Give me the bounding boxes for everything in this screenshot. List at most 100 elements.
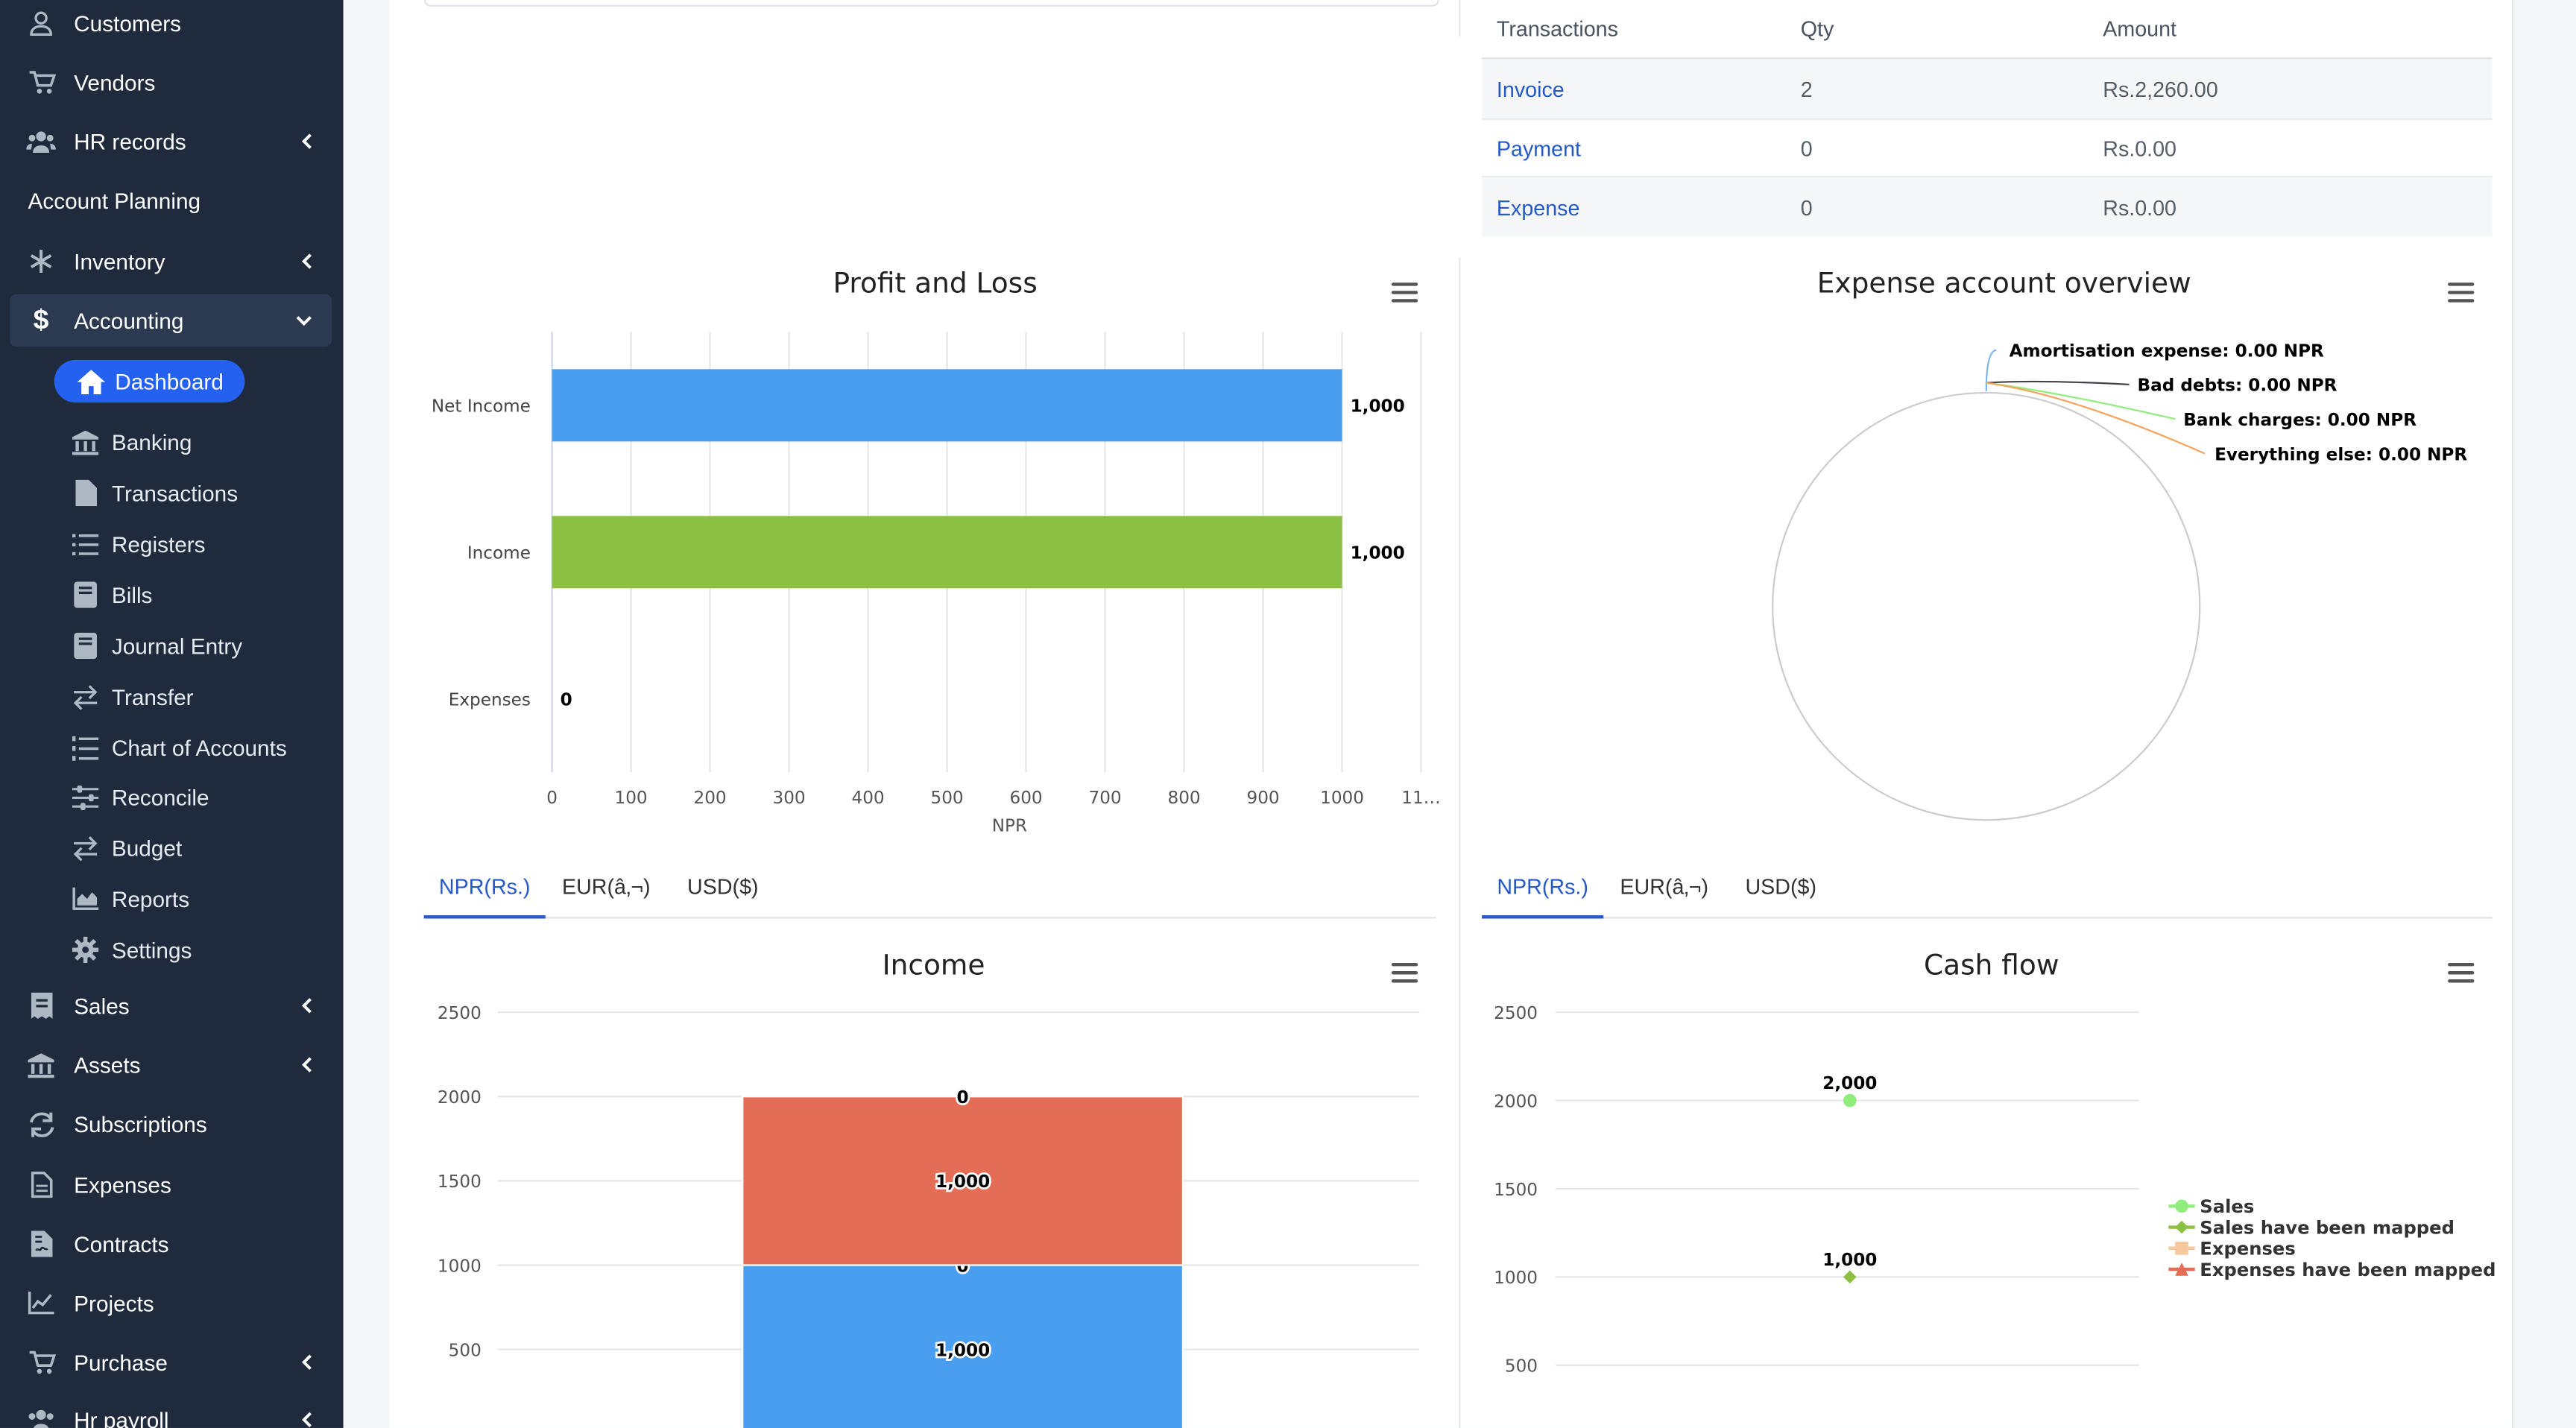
nav-account-planning[interactable]: Account Planning (0, 173, 344, 229)
amount-cell: Rs.0.00 (2103, 135, 2177, 160)
pie-connector (1985, 349, 1997, 391)
tab-npr[interactable]: NPR(Rs.) (1482, 858, 1604, 919)
profit-loss-chart: 0 100 200 300 400 500 600 700 800 900 1000 11… NPR Ne… (432, 332, 1441, 836)
table-header: Transactions Qty Amount (1482, 0, 2493, 60)
chart-menu-icon[interactable] (1391, 282, 1418, 303)
nav-label: Account Planning (28, 188, 201, 213)
sub-dashboard[interactable]: Dashboard (54, 359, 245, 403)
content-gutter (343, 0, 390, 1428)
y-tick-label: 2500 (438, 1004, 482, 1023)
y-tick-label: 1500 (438, 1172, 482, 1192)
sub-label: Transactions (111, 480, 239, 505)
nav-inventory[interactable]: Inventory (0, 233, 344, 289)
chart-menu-icon[interactable] (1391, 963, 1418, 983)
tab-npr[interactable]: NPR(Rs.) (423, 858, 546, 919)
user-icon (26, 8, 56, 38)
chart-menu-icon[interactable] (2448, 963, 2475, 983)
nav-label: Assets (74, 1052, 141, 1078)
nav-label: Sales (74, 993, 130, 1018)
invoice-link[interactable]: Invoice (1496, 76, 1565, 101)
chart-menu-icon[interactable] (2448, 282, 2475, 303)
y-category-label: Income (467, 544, 531, 563)
sub-label: Dashboard (115, 368, 224, 394)
nav-label: Purchase (74, 1350, 168, 1375)
list-ol-icon (72, 735, 99, 761)
sub-transactions[interactable]: Transactions (72, 472, 238, 514)
nav-hr-records[interactable]: HR records (0, 113, 344, 169)
x-tick-label: 11… (1401, 789, 1441, 808)
nav-subscriptions[interactable]: Subscriptions (0, 1096, 344, 1152)
x-axis-label: NPR (992, 817, 1027, 836)
x-tick-label: 900 (1246, 789, 1279, 808)
nav-vendors[interactable]: Vendors (0, 54, 344, 110)
nav-label: Hr payroll (74, 1407, 169, 1428)
sub-banking[interactable]: Banking (72, 420, 192, 463)
sub-bills[interactable]: Bills (72, 573, 152, 616)
area-chart-icon (72, 885, 99, 912)
exchange-icon (72, 683, 98, 710)
sub-chart-of-accounts[interactable]: Chart of Accounts (72, 727, 287, 769)
nav-sales[interactable]: Sales (0, 978, 344, 1034)
y-tick-label: 2500 (1494, 1004, 1538, 1023)
tab-eur[interactable]: EUR(â‚¬) (1620, 873, 1709, 900)
currency-tabs-left: NPR(Rs.) EUR(â‚¬) USD($) (423, 858, 1436, 919)
users-icon (26, 127, 56, 157)
y-tick-label: 2000 (438, 1088, 482, 1108)
nav-label: HR records (74, 129, 186, 154)
x-tick-label: 400 (851, 789, 884, 808)
dollar-icon: $ (33, 303, 49, 335)
sub-registers[interactable]: Registers (72, 522, 206, 565)
x-tick-label: 500 (930, 789, 963, 808)
y-tick-label: 1000 (438, 1257, 482, 1276)
amount-cell: Rs.2,260.00 (2103, 76, 2218, 101)
data-label: 1,000 (1351, 544, 1405, 563)
nav-contracts[interactable]: Contracts (0, 1216, 344, 1272)
sub-label: Registers (111, 531, 206, 557)
y-tick-label: 1500 (1494, 1181, 1538, 1200)
column-divider (1459, 258, 1461, 1428)
currency-tabs-right: NPR(Rs.) EUR(â‚¬) USD($) (1482, 858, 2493, 919)
tab-usd[interactable]: USD($) (687, 873, 759, 900)
tab-usd[interactable]: USD($) (1745, 873, 1817, 900)
x-tick-label: 1000 (1320, 789, 1364, 808)
nav-customers[interactable]: Customers (0, 0, 344, 51)
chevron-left-icon (301, 253, 312, 269)
sub-transfer[interactable]: Transfer (72, 675, 194, 718)
nav-purchase[interactable]: Purchase (0, 1334, 344, 1390)
sub-journal-entry[interactable]: Journal Entry (72, 625, 242, 667)
sub-label: Budget (111, 835, 183, 861)
sub-settings[interactable]: Settings (72, 929, 192, 971)
chevron-down-icon (296, 316, 312, 326)
nav-label: Subscriptions (74, 1111, 207, 1137)
book-icon (72, 632, 98, 660)
nav-projects[interactable]: Projects (0, 1275, 344, 1331)
sub-reconcile[interactable]: Reconcile (72, 776, 209, 818)
y-tick-label: 500 (449, 1341, 482, 1360)
book-icon (72, 581, 98, 608)
line-chart-icon (26, 1289, 56, 1318)
nav-assets[interactable]: Assets (0, 1037, 344, 1093)
chevron-left-icon (301, 133, 312, 149)
tab-eur[interactable]: EUR(â‚¬) (561, 873, 651, 900)
bar (552, 516, 1342, 589)
sub-label: Settings (111, 937, 192, 962)
legend-label: Sales have been mapped (2200, 1216, 2455, 1238)
expense-link[interactable]: Expense (1496, 195, 1580, 220)
col-qty: Qty (1800, 16, 1834, 42)
snowflake-icon (26, 247, 56, 277)
x-tick-label: 0 (546, 789, 558, 808)
nav-label: Inventory (74, 249, 165, 274)
nav-accounting[interactable]: $ Accounting (10, 294, 332, 347)
payment-link[interactable]: Payment (1496, 135, 1582, 160)
table-row: Invoice 2 Rs.2,260.00 (1482, 59, 2493, 119)
data-label: 1,000 (935, 1341, 990, 1360)
table-row: Payment 0 Rs.0.00 (1482, 118, 2493, 178)
users-icon (26, 1405, 56, 1428)
x-tick-label: 200 (694, 789, 727, 808)
nav-expenses[interactable]: Expenses (0, 1157, 344, 1213)
sub-budget[interactable]: Budget (72, 827, 182, 869)
y-tick-label: 500 (1505, 1357, 1538, 1377)
sub-reports[interactable]: Reports (72, 877, 189, 920)
nav-hr-payroll[interactable]: Hr payroll (0, 1391, 344, 1428)
